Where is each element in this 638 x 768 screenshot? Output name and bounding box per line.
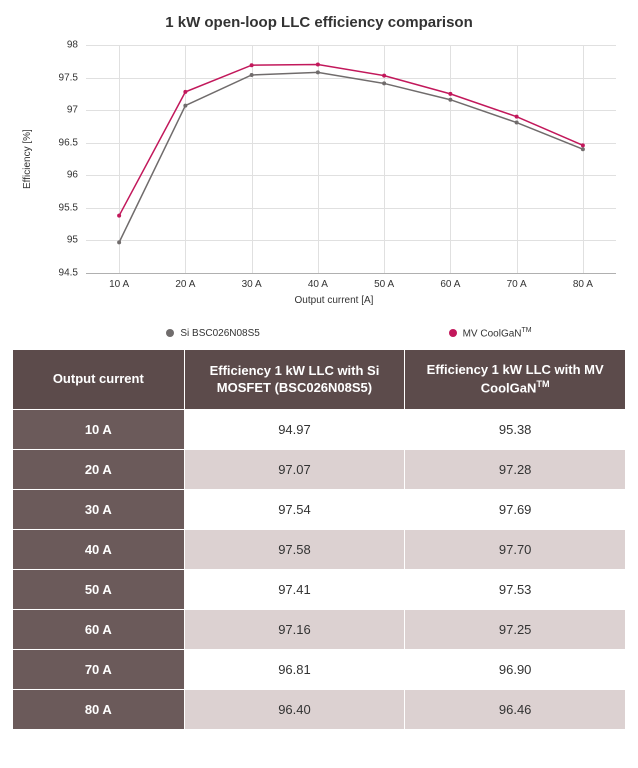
table-cell: 97.25 [405, 610, 626, 650]
table-cell: 97.58 [184, 530, 405, 570]
table-cell: 97.16 [184, 610, 405, 650]
series-marker [448, 92, 452, 96]
table-column-header: Efficiency 1 kW LLC with MV CoolGaNTM [405, 350, 626, 410]
table-column-header: Output current [13, 350, 185, 410]
series-marker [316, 63, 320, 67]
table-cell: 97.54 [184, 490, 405, 530]
series-marker [581, 143, 585, 147]
plot-area [86, 45, 616, 273]
table-cell: 96.46 [405, 690, 626, 730]
y-tick-label: 96 [50, 170, 78, 181]
x-tick-label: 20 A [175, 279, 195, 290]
legend-item: Si BSC026N08S5 [166, 328, 260, 339]
series-marker [448, 98, 452, 102]
series-marker [316, 70, 320, 74]
table-cell: 94.97 [184, 410, 405, 450]
table-row-header: 10 A [13, 410, 185, 450]
efficiency-table: Output currentEfficiency 1 kW LLC with S… [12, 349, 626, 730]
y-tick-label: 97.5 [50, 72, 78, 83]
series-marker [117, 214, 121, 218]
y-tick-label: 96.5 [50, 137, 78, 148]
series-marker [515, 121, 519, 125]
y-tick-label: 98 [50, 40, 78, 51]
table-cell: 95.38 [405, 410, 626, 450]
table-row-header: 70 A [13, 650, 185, 690]
table-cell: 97.70 [405, 530, 626, 570]
table-cell: 97.28 [405, 450, 626, 490]
table-cell: 96.40 [184, 690, 405, 730]
chart-legend: Si BSC026N08S5 MV CoolGaNTM [72, 327, 626, 339]
series-line [119, 72, 583, 242]
efficiency-chart: 1 kW open-loop LLC efficiency comparison… [12, 14, 626, 339]
table-cell: 97.69 [405, 490, 626, 530]
y-axis-title: Efficiency [%] [22, 129, 33, 189]
table-row-header: 30 A [13, 490, 185, 530]
series-marker [581, 147, 585, 151]
x-tick-label: 10 A [109, 279, 129, 290]
series-marker [382, 81, 386, 85]
x-tick-label: 80 A [573, 279, 593, 290]
series-marker [515, 115, 519, 119]
legend-marker [166, 329, 174, 337]
table-row-header: 20 A [13, 450, 185, 490]
table-row: 70 A96.8196.90 [13, 650, 626, 690]
table-row: 50 A97.4197.53 [13, 570, 626, 610]
table-cell: 96.81 [184, 650, 405, 690]
table-body: 10 A94.9795.3820 A97.0797.2830 A97.5497.… [13, 410, 626, 730]
series-marker [183, 90, 187, 94]
chart-title: 1 kW open-loop LLC efficiency comparison [12, 14, 626, 31]
series-line [119, 65, 583, 216]
x-tick-label: 60 A [440, 279, 460, 290]
table-row-header: 80 A [13, 690, 185, 730]
series-marker [382, 74, 386, 78]
table-column-header: Efficiency 1 kW LLC with Si MOSFET (BSC0… [184, 350, 405, 410]
table-row-header: 50 A [13, 570, 185, 610]
page-root: 1 kW open-loop LLC efficiency comparison… [0, 0, 638, 742]
plot-svg [86, 45, 616, 273]
y-tick-label: 97 [50, 105, 78, 116]
x-tick-label: 40 A [308, 279, 328, 290]
table-row: 40 A97.5897.70 [13, 530, 626, 570]
table-row: 20 A97.0797.28 [13, 450, 626, 490]
legend-label: Si BSC026N08S5 [180, 328, 260, 339]
x-tick-label: 50 A [374, 279, 394, 290]
table-header-row: Output currentEfficiency 1 kW LLC with S… [13, 350, 626, 410]
table-row: 80 A96.4096.46 [13, 690, 626, 730]
table-row: 10 A94.9795.38 [13, 410, 626, 450]
table-row: 30 A97.5497.69 [13, 490, 626, 530]
y-tick-label: 94.5 [50, 268, 78, 279]
legend-label: MV CoolGaNTM [463, 327, 532, 339]
series-marker [250, 73, 254, 77]
chart-frame: 94.5 95 95.5 96 96.5 97 97.5 98 10 A 20 A 30 A 40 A… [42, 39, 626, 319]
x-axis-title: Output current [A] [42, 295, 626, 306]
table-row-header: 60 A [13, 610, 185, 650]
x-tick-label: 30 A [242, 279, 262, 290]
table-cell: 97.07 [184, 450, 405, 490]
legend-marker [449, 329, 457, 337]
y-tick-label: 95 [50, 235, 78, 246]
x-tick-label: 70 A [507, 279, 527, 290]
y-tick-label: 95.5 [50, 202, 78, 213]
series-marker [250, 63, 254, 67]
x-axis-line [86, 273, 616, 274]
table-row-header: 40 A [13, 530, 185, 570]
series-marker [117, 240, 121, 244]
table-cell: 96.90 [405, 650, 626, 690]
legend-item: MV CoolGaNTM [449, 327, 532, 339]
table-cell: 97.41 [184, 570, 405, 610]
series-marker [183, 104, 187, 108]
table-cell: 97.53 [405, 570, 626, 610]
table-row: 60 A97.1697.25 [13, 610, 626, 650]
